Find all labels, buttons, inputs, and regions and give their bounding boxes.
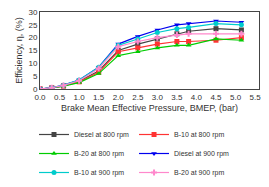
svg-text:0: 0 bbox=[33, 85, 38, 94]
svg-text:4.0: 4.0 bbox=[191, 93, 203, 102]
svg-text:B-10 at 900 rpm: B-10 at 900 rpm bbox=[74, 169, 124, 177]
svg-text:Efficiency, η, (%): Efficiency, η, (%) bbox=[14, 17, 24, 84]
svg-text:2.5: 2.5 bbox=[132, 93, 144, 102]
svg-text:0.0: 0.0 bbox=[34, 93, 46, 102]
svg-text:15: 15 bbox=[28, 46, 37, 55]
svg-text:20: 20 bbox=[28, 33, 37, 42]
svg-text:B-20 at 800 rpm: B-20 at 800 rpm bbox=[74, 150, 124, 158]
svg-text:5.0: 5.0 bbox=[230, 93, 242, 102]
svg-text:Diesel at 900 rpm: Diesel at 900 rpm bbox=[174, 150, 229, 158]
svg-text:B-20 at 900 rpm: B-20 at 900 rpm bbox=[174, 169, 224, 177]
svg-text:4.5: 4.5 bbox=[210, 93, 222, 102]
svg-text:30: 30 bbox=[28, 8, 37, 17]
svg-text:1.5: 1.5 bbox=[93, 93, 105, 102]
svg-text:5.5: 5.5 bbox=[250, 93, 262, 102]
svg-text:0.5: 0.5 bbox=[54, 93, 66, 102]
svg-text:Brake Mean Effective Pressure,: Brake Mean Effective Pressure, BMEP, (ba… bbox=[61, 103, 238, 113]
svg-text:3.0: 3.0 bbox=[152, 93, 164, 102]
svg-text:1.0: 1.0 bbox=[74, 93, 86, 102]
svg-text:B-10 at 800 rpm: B-10 at 800 rpm bbox=[174, 131, 224, 139]
svg-text:Diesel at 800 rpm: Diesel at 800 rpm bbox=[74, 131, 129, 139]
svg-text:2.0: 2.0 bbox=[113, 93, 125, 102]
svg-text:25: 25 bbox=[28, 21, 37, 30]
svg-text:10: 10 bbox=[28, 59, 37, 68]
svg-text:5: 5 bbox=[33, 72, 38, 81]
svg-text:3.5: 3.5 bbox=[171, 93, 183, 102]
